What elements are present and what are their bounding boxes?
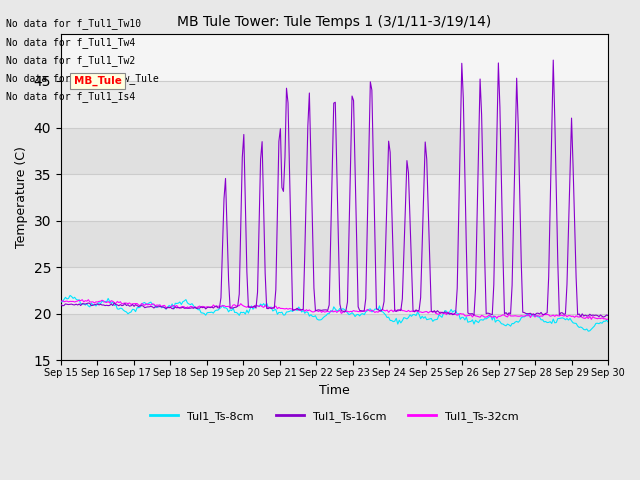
Tul1_Ts-32cm xyxy=(249,304,257,310)
Title: MB Tule Tower: Tule Temps 1 (3/1/11-3/19/14): MB Tule Tower: Tule Temps 1 (3/1/11-3/19… xyxy=(177,15,492,29)
Bar xyxy=(61,314,608,360)
Tul1_Ts-16cm xyxy=(600,314,607,320)
Tul1_Ts-8cm xyxy=(125,310,133,315)
Line: Tul1_Ts-16cm: Tul1_Ts-16cm xyxy=(61,60,608,317)
Tul1_Ts-8cm xyxy=(221,305,229,311)
Tul1_Ts-8cm xyxy=(240,310,248,315)
Tul1_Ts-16cm xyxy=(239,155,246,160)
Tul1_Ts-16cm xyxy=(604,312,612,318)
Bar xyxy=(61,128,608,174)
Bar xyxy=(61,267,608,314)
Tul1_Ts-32cm xyxy=(603,316,611,322)
Tul1_Ts-8cm xyxy=(584,328,592,334)
Tul1_Ts-32cm xyxy=(575,314,583,320)
X-axis label: Time: Time xyxy=(319,384,350,396)
Tul1_Ts-32cm xyxy=(57,299,65,304)
Tul1_Ts-16cm xyxy=(124,302,132,308)
Y-axis label: Temperature (C): Temperature (C) xyxy=(15,146,28,248)
Tul1_Ts-16cm xyxy=(57,301,65,307)
Text: No data for f_Tul1_Tw2: No data for f_Tul1_Tw2 xyxy=(6,55,136,66)
Bar xyxy=(61,81,608,128)
Tul1_Ts-8cm xyxy=(604,319,612,325)
Tul1_Ts-16cm xyxy=(549,57,557,63)
Text: No data for f_Tul1_Tw4: No data for f_Tul1_Tw4 xyxy=(6,36,136,48)
Text: No data for f_Tul1_Tw_Tule: No data for f_Tul1_Tw_Tule xyxy=(6,73,159,84)
Tul1_Ts-8cm xyxy=(575,324,583,330)
Bar xyxy=(61,221,608,267)
Tul1_Ts-32cm xyxy=(240,303,248,309)
Tul1_Ts-32cm xyxy=(298,307,305,312)
Tul1_Ts-8cm xyxy=(57,299,65,305)
Line: Tul1_Ts-32cm: Tul1_Ts-32cm xyxy=(61,300,608,319)
Tul1_Ts-16cm xyxy=(248,304,255,310)
Tul1_Ts-16cm xyxy=(220,196,228,202)
Tul1_Ts-32cm xyxy=(604,316,612,322)
Tul1_Ts-8cm xyxy=(298,309,305,315)
Tul1_Ts-8cm xyxy=(249,306,257,312)
Tul1_Ts-32cm xyxy=(84,297,92,302)
Tul1_Ts-16cm xyxy=(575,311,583,317)
Text: MB_Tule: MB_Tule xyxy=(74,76,122,86)
Tul1_Ts-32cm xyxy=(221,304,229,310)
Bar xyxy=(61,174,608,221)
Tul1_Ts-16cm xyxy=(296,307,304,312)
Tul1_Ts-32cm xyxy=(125,300,133,306)
Line: Tul1_Ts-8cm: Tul1_Ts-8cm xyxy=(61,296,608,331)
Legend: Tul1_Ts-8cm, Tul1_Ts-16cm, Tul1_Ts-32cm: Tul1_Ts-8cm, Tul1_Ts-16cm, Tul1_Ts-32cm xyxy=(146,407,523,427)
Text: No data for f_Tul1_Tw10: No data for f_Tul1_Tw10 xyxy=(6,18,141,29)
Text: No data for f_Tul1_Is4: No data for f_Tul1_Is4 xyxy=(6,91,136,102)
Tul1_Ts-8cm xyxy=(66,293,74,299)
